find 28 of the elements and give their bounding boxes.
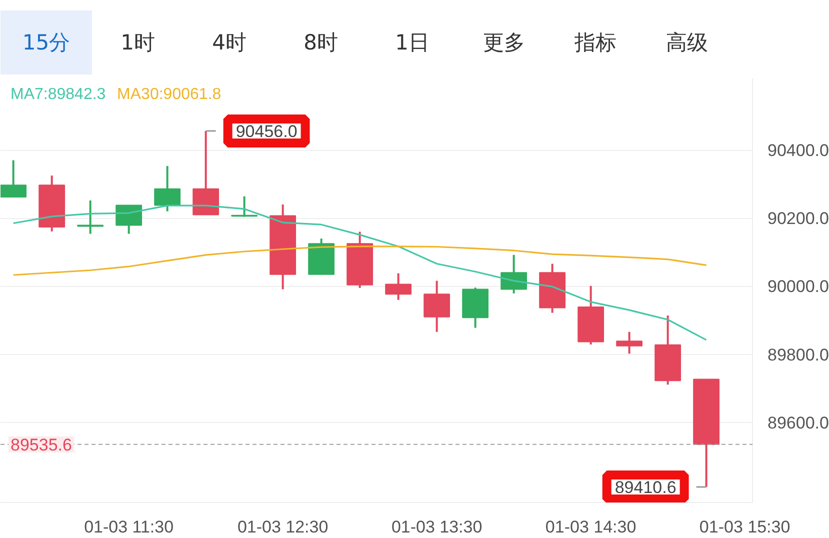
candlestick: [77, 199, 104, 235]
y-tick-label: 90000.0: [768, 277, 829, 296]
x-tick-label: 01-03 13:30: [391, 518, 482, 536]
text: 15分: [22, 30, 70, 54]
text: 8时: [304, 30, 338, 54]
y-tick-label: 90200.0: [768, 209, 829, 228]
text: 4时: [212, 30, 246, 54]
candlestick: [231, 195, 258, 218]
y-tick-label: 90400.0: [768, 141, 829, 160]
x-tick-label: 01-03 12:30: [237, 518, 328, 536]
x-tick-label: 01-03 14:30: [545, 518, 636, 536]
candlestick: [616, 330, 643, 355]
text: 指标: [573, 30, 616, 54]
text: MA7:89842.3: [10, 86, 106, 103]
x-tick-label: 01-03 11:30: [84, 518, 174, 536]
text: MA30:90061.8: [117, 86, 222, 103]
annotation: 89410.6: [614, 478, 676, 497]
text: 更多: [482, 30, 525, 54]
text: 1时: [120, 30, 155, 54]
annotation: 90456.0: [236, 122, 298, 141]
y-tick-label: 89800.0: [768, 345, 829, 364]
text: 高级: [666, 30, 708, 54]
ref-line-label: 89535.6: [10, 435, 72, 454]
line-series: [12, 204, 708, 341]
text: 1日: [395, 30, 430, 54]
line-series: [12, 246, 708, 276]
x-tick-label: 01-03 15:30: [699, 518, 790, 536]
y-tick-label: 89600.0: [768, 413, 829, 432]
